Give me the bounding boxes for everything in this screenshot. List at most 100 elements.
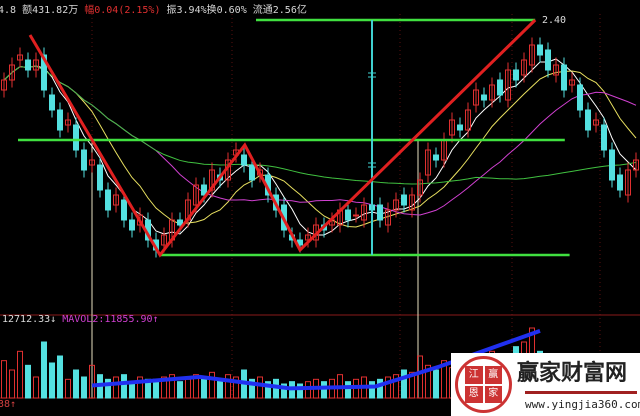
volume-bar	[49, 362, 55, 399]
candle-body	[513, 69, 519, 81]
volume-bar	[177, 381, 183, 399]
volume-bar	[121, 374, 127, 399]
volume-bar	[25, 364, 31, 399]
candle-body	[161, 234, 167, 246]
volume-bar	[161, 376, 167, 399]
volume-bar	[281, 383, 287, 399]
candle-body	[361, 204, 367, 221]
candle-body	[577, 84, 583, 111]
candle-body	[113, 194, 119, 206]
ma10-line	[3, 65, 637, 228]
candle-body	[505, 69, 511, 101]
bottom-indicator-label: 38↑	[0, 399, 17, 410]
candle-body	[129, 219, 135, 231]
candle-body	[49, 94, 55, 111]
candle-body	[617, 174, 623, 191]
candle-body	[561, 64, 567, 91]
candle-body	[473, 89, 479, 106]
brand-divider	[525, 391, 637, 394]
candle-body	[625, 169, 631, 196]
candle-body	[249, 164, 255, 181]
candle-body	[353, 214, 359, 217]
turnover: 换0.60%	[206, 5, 247, 16]
candle-body	[41, 54, 47, 91]
seal-char: 恩	[465, 385, 483, 403]
volume-label-row: 12712.33↓ MAVOL2:11855.90↑	[2, 314, 159, 325]
change: 幅0.04(2.15%)	[84, 5, 161, 16]
candle-body	[137, 214, 143, 226]
ma60-line	[3, 65, 637, 185]
volume-bar	[417, 355, 423, 399]
volume-bar	[297, 383, 303, 399]
candle-body	[1, 79, 7, 91]
candle-body	[497, 79, 503, 96]
candle-body	[25, 59, 31, 71]
volume-bar	[385, 376, 391, 399]
candle-body	[393, 199, 399, 211]
seal-char: 赢	[484, 366, 502, 384]
candle-body	[425, 149, 431, 176]
volume-bar	[137, 376, 143, 399]
volume-bar	[113, 376, 119, 399]
volume-bar	[81, 376, 87, 399]
volume-bar	[33, 376, 39, 399]
quote-header: 4.8 额431.82万 幅0.04(2.15%) 振3.94%换0.60% 流…	[0, 1, 307, 16]
float-cap: 流通2.56亿	[252, 5, 307, 16]
candle-body	[609, 149, 615, 181]
candle-body	[481, 94, 487, 101]
candle-body	[633, 159, 639, 171]
volume-bar	[441, 360, 447, 399]
amplitude: 振3.94%	[166, 5, 207, 16]
candle-body	[417, 179, 423, 196]
volume-bar	[65, 378, 71, 399]
volume-bar	[185, 378, 191, 399]
volume-bar	[9, 369, 15, 399]
candle-body	[105, 189, 111, 211]
candle-body	[65, 119, 71, 126]
candle-body	[177, 219, 183, 226]
volume-bar	[89, 364, 95, 399]
seal-char: 家	[484, 385, 502, 403]
volume-bar	[105, 378, 111, 399]
candle-body	[569, 79, 575, 86]
ma5-line	[3, 58, 637, 236]
candle-body	[345, 209, 351, 221]
volume-bar	[209, 371, 215, 399]
candle-body	[97, 164, 103, 191]
candle-body	[81, 149, 87, 171]
candle-body	[121, 199, 127, 221]
volume-bar	[321, 381, 327, 399]
volume-bar	[57, 355, 63, 399]
candle-body	[17, 54, 23, 61]
amount: 额431.82万	[22, 5, 79, 16]
volume-bar	[257, 376, 263, 399]
candle-body	[385, 209, 391, 226]
candle-body	[585, 109, 591, 131]
brand-url: www.yingjia360.com	[525, 398, 640, 411]
volume-bar	[201, 376, 207, 399]
seal-char: 江	[465, 366, 483, 384]
volume-bar	[369, 381, 375, 399]
candle-body	[377, 204, 383, 221]
candle-body	[449, 119, 455, 136]
mavol-value: MAVOL2:11855.90↑	[62, 314, 159, 325]
candle-body	[73, 124, 79, 151]
candle-body	[241, 154, 247, 166]
candle-body	[545, 49, 551, 71]
candle-body	[9, 64, 15, 81]
volume-bar	[409, 371, 415, 399]
candle-body	[553, 64, 559, 76]
volume-bar	[393, 374, 399, 399]
volume-bar	[193, 374, 199, 399]
volume-bar	[265, 381, 271, 399]
candle-body	[489, 84, 495, 101]
candle-body	[521, 59, 527, 76]
volume-bar	[377, 378, 383, 399]
brand-name: 赢家财富网	[517, 361, 628, 386]
volume-value: 12712.33↓	[2, 314, 57, 325]
candle-body	[433, 154, 439, 161]
volume-bar	[17, 350, 23, 399]
seal-icon: 江 赢 恩 家	[455, 356, 512, 413]
volume-bar	[249, 378, 255, 399]
candle-body	[89, 159, 95, 166]
